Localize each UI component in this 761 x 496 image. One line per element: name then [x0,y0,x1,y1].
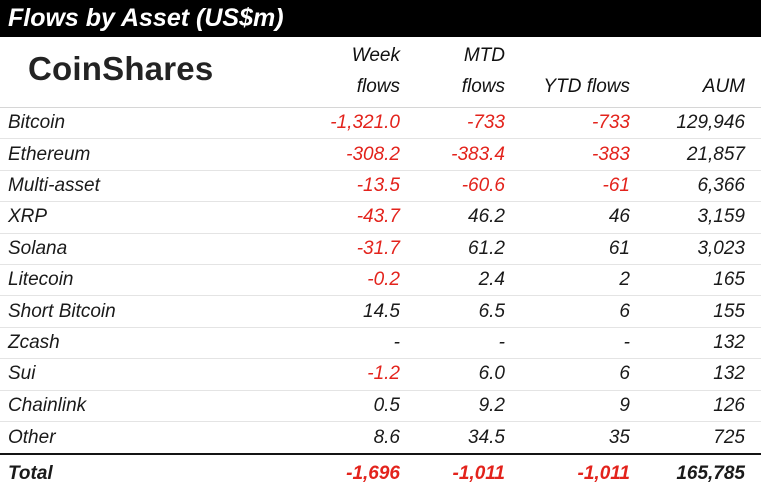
week-flows-value: -43.7 [356,206,400,228]
column-header-week-line2: flows [356,76,400,97]
asset-name: Other [8,426,56,448]
week-flows-value: -1.2 [367,363,400,385]
aum-value: 132 [713,331,745,353]
mtd-flows-value: -60.6 [461,174,505,196]
ytd-flows-value: -733 [591,112,630,134]
ytd-flows-value: 6 [619,363,630,385]
mtd-flows-value: 6.5 [478,300,505,322]
mtd-flows-value: -733 [466,112,505,134]
table-title: Flows by Asset (US$m) [0,0,761,37]
mtd-flows-value: 61.2 [468,237,505,259]
column-header-mtd-flows: MTD flows [400,40,505,102]
asset-name: Bitcoin [8,112,66,134]
table-row-zcash: Zcash - - - 132 [0,328,761,360]
column-header-week-line1: Week [351,45,400,66]
aum-value: 165 [713,269,745,291]
column-header-ytd-flows: YTD flows [543,76,630,97]
table-header-row: CoinShares Week flows MTD flows YTD flow… [0,37,761,108]
table-row-sui: Sui -1.2 6.0 6 132 [0,359,761,391]
total-ytd-flows-value: -1,011 [577,462,630,484]
aum-value: 3,023 [697,237,745,259]
column-header-mtd-line1: MTD [463,45,505,66]
column-header-mtd-line2: flows [461,76,505,97]
coinshares-logo: CoinShares [28,49,214,87]
aum-value: 129,946 [676,112,745,134]
ytd-flows-value: 9 [619,394,630,416]
mtd-flows-value: 6.0 [478,363,505,385]
week-flows-value: -308.2 [346,143,400,165]
table-row-xrp: XRP -43.7 46.2 46 3,159 [0,202,761,234]
ytd-flows-value: -383 [591,143,630,165]
table-body: Bitcoin -1,321.0 -733 -733 129,946 Ether… [0,108,761,453]
asset-name: Ethereum [8,143,91,165]
table-row-total: Total -1,696 -1,011 -1,011 165,785 [0,453,761,492]
mtd-flows-value: -383.4 [451,143,505,165]
week-flows-value: 8.6 [373,426,400,448]
mtd-flows-value: - [498,331,505,353]
aum-value: 3,159 [697,206,745,228]
week-flows-value: -1,321.0 [330,112,400,134]
asset-name: Sui [8,363,36,385]
mtd-flows-value: 34.5 [468,426,505,448]
aum-value: 725 [713,426,745,448]
column-header-aum: AUM [702,76,745,97]
aum-value: 21,857 [686,143,745,165]
table-row-short-bitcoin: Short Bitcoin 14.5 6.5 6 155 [0,296,761,328]
ytd-flows-value: 61 [608,237,630,259]
table-row-bitcoin: Bitcoin -1,321.0 -733 -733 129,946 [0,108,761,140]
table-row-litecoin: Litecoin -0.2 2.4 2 165 [0,265,761,297]
week-flows-value: -31.7 [356,237,400,259]
week-flows-value: - [393,331,400,353]
table-row-chainlink: Chainlink 0.5 9.2 9 126 [0,391,761,422]
week-flows-value: 0.5 [373,394,400,416]
table-row-solana: Solana -31.7 61.2 61 3,023 [0,234,761,265]
ytd-flows-value: 6 [619,300,630,322]
table-row-ethereum: Ethereum -308.2 -383.4 -383 21,857 [0,139,761,171]
ytd-flows-value: - [623,331,630,353]
week-flows-value: -0.2 [367,269,400,291]
column-header-week-flows: Week flows [262,40,400,102]
total-week-flows-value: -1,696 [346,462,400,484]
aum-value: 132 [713,363,745,385]
mtd-flows-value: 9.2 [478,394,505,416]
ytd-flows-value: 35 [608,426,630,448]
aum-value: 6,366 [697,174,745,196]
aum-value: 155 [713,300,745,322]
asset-name: Short Bitcoin [8,300,116,322]
mtd-flows-value: 46.2 [468,206,505,228]
table-row-other: Other 8.6 34.5 35 725 [0,422,761,453]
asset-name: Solana [8,237,68,259]
total-mtd-flows-value: -1,011 [452,462,505,484]
week-flows-value: 14.5 [363,300,400,322]
ytd-flows-value: 2 [619,269,630,291]
asset-name: XRP [8,206,48,228]
ytd-flows-value: 46 [608,206,630,228]
aum-value: 126 [713,394,745,416]
mtd-flows-value: 2.4 [478,269,505,291]
asset-name: Zcash [8,331,60,353]
table-row-multi-asset: Multi-asset -13.5 -60.6 -61 6,366 [0,171,761,203]
asset-name: Litecoin [8,269,74,291]
week-flows-value: -13.5 [356,174,400,196]
total-label: Total [8,462,53,484]
asset-name: Multi-asset [8,174,100,196]
ytd-flows-value: -61 [602,174,630,196]
asset-name: Chainlink [8,394,87,416]
total-aum-value: 165,785 [676,462,745,484]
